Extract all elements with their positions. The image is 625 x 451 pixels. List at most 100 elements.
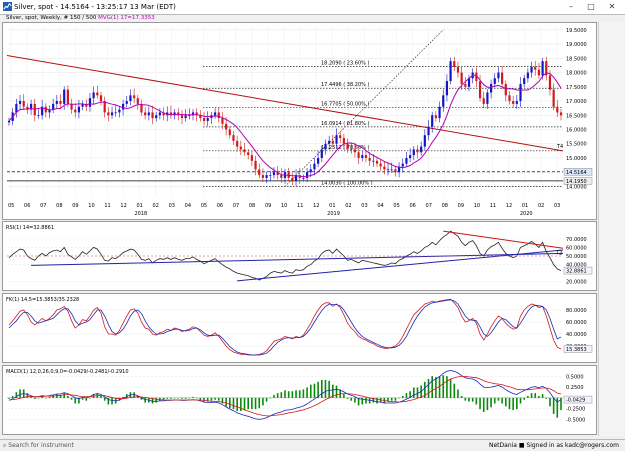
x-tick-label: 03 [361,203,367,209]
y-tick-label: 15.5000 [566,142,587,148]
candle-body [184,115,187,119]
candle-body [372,160,375,162]
price-tag-box [563,168,593,176]
year-label: 2020 [520,211,533,217]
year-label: 2018 [134,211,147,217]
rsi-resistance-trendline [443,230,564,249]
macd-histogram-bar [438,376,441,398]
macd-histogram-bar [501,397,503,404]
macd-histogram-bar [70,397,73,400]
macd-histogram-bar [324,379,327,398]
candle-body [133,95,136,99]
candle-body [294,175,298,181]
y-tick-label: 18.0000 [566,71,587,77]
candle-body [18,101,22,104]
candle-body [41,106,44,116]
y-tick-label: 16.5000 [566,113,587,119]
macd-histogram-bar [372,397,375,403]
y-tick-label: 17.0000 [566,99,587,105]
macd-histogram-bar [144,397,146,403]
stochastic-pane[interactable]: FK(1) 14,5=15.3853/35.232820.000040.0000… [2,293,597,363]
x-tick-label: 03 [169,203,175,209]
candle-body [548,75,552,90]
candle-body [526,72,529,79]
macd-histogram-bar [15,392,18,398]
year-label: 2019 [327,211,340,217]
search-placeholder: Search for instrument [8,442,74,449]
macd-histogram-bar [214,397,216,400]
y-tick-label: 14.0000 [566,184,587,190]
y-tick-label: 19.5000 [566,28,587,34]
stochastic-d-line [8,299,562,356]
candle-body [445,81,449,96]
x-tick-label: 02 [538,203,544,209]
macd-histogram-bar [210,397,213,401]
candle-body [412,149,415,156]
indicator-title: RSI(1) 14=32.8861 [6,225,54,231]
macd-pane[interactable]: MACD(1) 12,0,26,0,9,0=-0.0429/-0.2481/-0… [2,365,597,435]
x-tick-label: 01 [522,203,528,209]
macd-histogram-bar [479,397,481,410]
price-tag-box [563,177,593,185]
macd-histogram-bar [276,393,279,398]
macd-histogram-bar [413,387,415,398]
macd-histogram-bar [192,396,194,398]
candle-body [434,115,437,119]
macd-histogram-bar [541,394,544,398]
close-button[interactable]: ✕ [608,2,616,11]
price-chart[interactable]: 14.000014.500015.000015.500016.000016.50… [3,23,596,219]
chart-legend: Silver, spot, Weekly, # 150 / 500 MVG(1)… [6,15,155,21]
macd-histogram-bar [512,397,514,411]
x-tick-label: 02 [153,203,159,209]
macd-histogram-bar [309,384,312,398]
macd-histogram-bar [188,397,191,399]
candle-body [427,126,430,136]
candle-body [453,61,456,67]
indicator-title: MACD(1) 12,0,26,0,9,0=-0.0429/-0.2481/-0… [6,369,129,375]
macd-histogram-bar [519,397,522,404]
x-tick-label: 12 [313,203,319,209]
candle-body [401,163,404,167]
y-tick-label: 40.0000 [566,263,587,269]
candle-body [339,135,342,139]
price-pane[interactable]: 14.000014.500015.000015.500016.000016.50… [2,22,597,220]
macd-histogram-bar [118,397,121,401]
stochastic-chart[interactable]: FK(1) 14,5=15.3853/35.232820.000040.0000… [3,294,596,362]
macd-histogram-bar [265,397,268,402]
x-tick-label: 12 [120,203,126,209]
maximize-button[interactable]: □ [587,2,595,11]
instrument-search-field[interactable]: ⌕ Search for instrument [3,440,74,451]
x-tick-label: 12 [506,203,512,209]
candle-body [195,112,198,116]
macd-histogram-bar [59,395,62,398]
macd-chart[interactable]: MACD(1) 12,0,26,0,9,0=-0.0429/-0.2481/-0… [3,366,596,434]
macd-histogram-bar [103,397,106,401]
macd-histogram-bar [155,397,157,403]
rsi-chart[interactable]: RSI(1) 14=32.8861 20.0000 40.0000 50.0000 60… [3,222,596,290]
x-tick-label: 06 [24,203,30,209]
rsi-pane[interactable]: RSI(1) 14=32.8861 20.0000 40.0000 50.0000 60… [2,221,597,291]
macd-histogram-bar [390,397,393,401]
x-tick-label: 09 [458,203,464,209]
macd-histogram-bar [247,397,249,410]
candle-body [464,83,467,87]
fibonacci-label: 18.2090 ( 23.60% ) [321,61,369,67]
candle-body [239,146,242,150]
trendline-label: T4 [556,144,563,150]
macd-histogram-bar [431,376,433,398]
macd-histogram-bar [37,397,40,399]
macd-histogram-bar [460,395,463,398]
candle-body [276,172,279,176]
macd-histogram-bar [387,397,389,402]
macd-histogram-bar [48,396,51,398]
minimize-button[interactable]: – [569,2,573,11]
right-toolbar-strip [598,22,624,436]
x-tick-label: 09 [265,203,271,209]
macd-histogram-bar [427,379,430,398]
candle-body [423,135,426,147]
macd-histogram-bar [343,394,345,398]
candle-body [74,109,77,113]
candle-body [438,106,441,119]
y-tick-label: 18.5000 [566,56,587,62]
x-tick-label: 01 [136,203,142,209]
